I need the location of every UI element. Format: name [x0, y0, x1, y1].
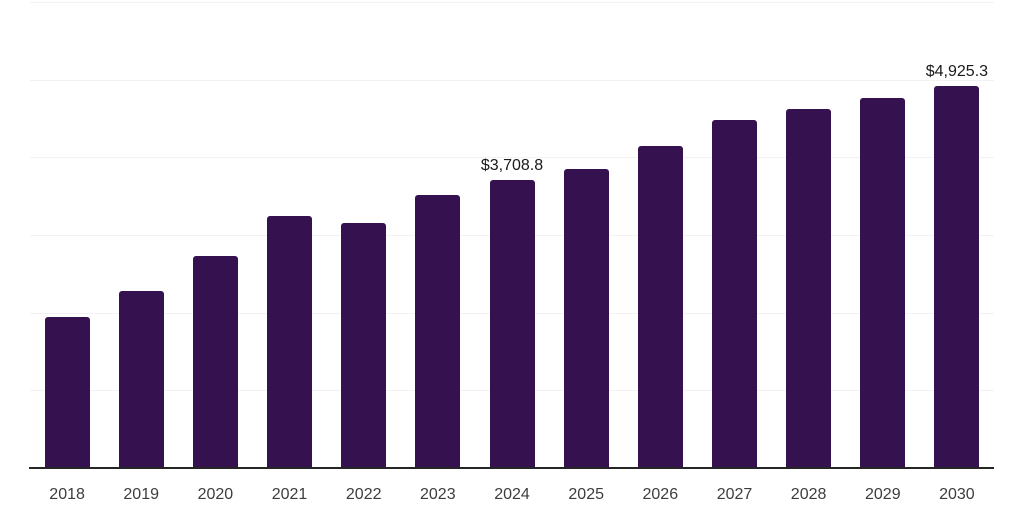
gridline-6000	[30, 2, 994, 3]
gridline-5000	[30, 79, 994, 81]
bar-2026	[637, 146, 683, 468]
data-label-2030: $4,925.3	[925, 62, 989, 80]
bar-2028	[786, 109, 832, 468]
x-tick-label-2021: 2021	[271, 486, 308, 503]
x-tick-label-2020: 2020	[197, 486, 234, 503]
x-tick-label-2029: 2029	[865, 486, 901, 503]
bar-2029	[860, 97, 906, 468]
x-axis-line	[29, 467, 994, 469]
bar-2019	[118, 290, 164, 468]
x-tick-label-2026: 2026	[642, 486, 679, 503]
x-tick-label-2023: 2023	[420, 486, 456, 503]
gridline-4000	[30, 157, 994, 159]
bar-2023	[415, 195, 461, 468]
bar-2018	[44, 316, 90, 468]
bar-2025	[563, 169, 609, 468]
bar-2020	[192, 256, 238, 468]
x-tick-label-2024: 2024	[494, 486, 530, 503]
x-tick-label-2018: 2018	[49, 486, 85, 503]
x-tick-label-2030: 2030	[939, 486, 975, 503]
x-tick-label-2027: 2027	[716, 486, 753, 503]
data-label-2024: $3,708.8	[480, 156, 544, 174]
x-tick-label-2019: 2019	[123, 486, 159, 503]
bar-2030	[934, 85, 980, 468]
x-tick-label-2022: 2022	[345, 486, 382, 503]
bar-2022	[341, 223, 387, 468]
x-tick-label-2028: 2028	[790, 486, 827, 503]
x-tick-label-2025: 2025	[568, 486, 604, 503]
bar-2021	[267, 216, 312, 468]
bar-2027	[712, 120, 757, 468]
bar-2024	[489, 179, 535, 468]
